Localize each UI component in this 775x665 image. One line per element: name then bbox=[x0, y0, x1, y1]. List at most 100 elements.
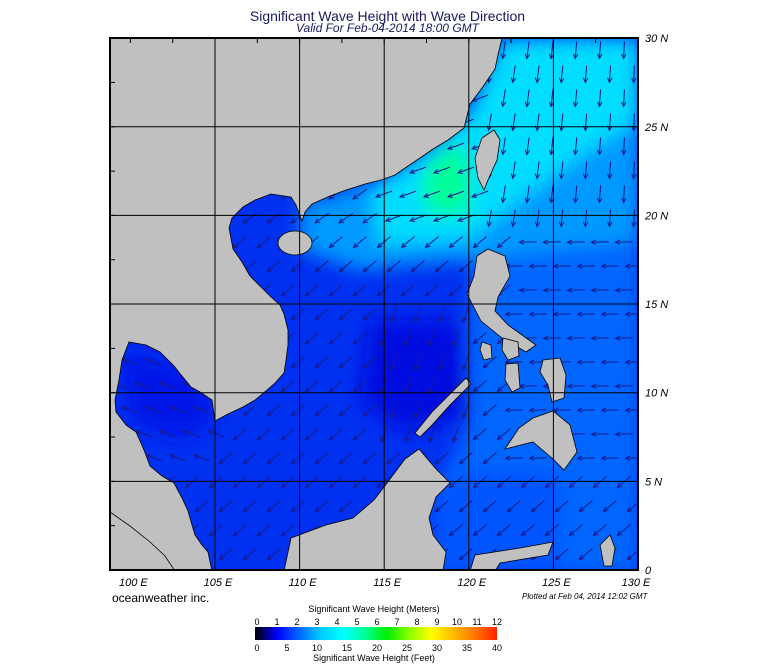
wave-arrow bbox=[390, 353, 398, 372]
wave-arrow bbox=[314, 260, 329, 273]
wave-arrow bbox=[338, 260, 353, 273]
wave-arrow bbox=[482, 452, 497, 465]
wave-arrow bbox=[328, 332, 343, 345]
wave-arrow bbox=[256, 428, 271, 441]
wave-arrow bbox=[576, 455, 595, 461]
wave-arrow bbox=[242, 452, 257, 465]
plotted-timestamp: Plotted at Feb 04, 2014 12:02 GMT bbox=[522, 592, 648, 601]
wave-arrow bbox=[448, 284, 463, 297]
colorbar-meter-label: 11 bbox=[472, 617, 481, 627]
wave-arrow bbox=[182, 430, 201, 438]
wave-arrow bbox=[408, 166, 427, 174]
lon-label: 115 E bbox=[373, 577, 402, 589]
wave-arrow bbox=[168, 406, 187, 414]
wave-arrow bbox=[534, 209, 541, 228]
wave-arrow bbox=[462, 353, 470, 372]
wave-arrow bbox=[256, 476, 271, 489]
wave-arrow bbox=[304, 284, 319, 297]
wave-arrow bbox=[472, 380, 487, 393]
wave-arrow bbox=[554, 548, 569, 561]
wave-arrow bbox=[452, 329, 460, 348]
wave-arrow bbox=[558, 209, 565, 228]
wave-arrow bbox=[168, 454, 187, 462]
wave-arrow bbox=[266, 212, 282, 224]
wave-arrow bbox=[384, 214, 403, 222]
wave-arrow bbox=[158, 430, 177, 438]
wave-arrow bbox=[504, 311, 523, 317]
wave-arrow bbox=[626, 501, 638, 513]
wave-arrow bbox=[566, 239, 585, 245]
wave-arrow bbox=[500, 41, 506, 60]
colorbar-feet-ticks: 0 5 10 15 20 25 30 35 40 bbox=[254, 643, 502, 653]
wave-arrow bbox=[590, 287, 609, 293]
wave-arrow bbox=[386, 452, 401, 465]
colorbar-meter-label: 7 bbox=[394, 617, 399, 627]
wave-arrow bbox=[314, 212, 330, 224]
lon-label: 125 E bbox=[542, 577, 571, 589]
wave-arrow bbox=[206, 430, 225, 438]
wave-arrow bbox=[144, 406, 163, 414]
wave-arrow bbox=[524, 137, 531, 156]
wave-arrow bbox=[607, 161, 613, 180]
wave-arrow bbox=[590, 239, 609, 245]
wave-arrow bbox=[534, 65, 541, 84]
wave-arrow bbox=[518, 287, 537, 293]
colorbar-feet-label: 5 bbox=[284, 643, 289, 653]
wave-arrow bbox=[290, 452, 305, 465]
wave-arrow bbox=[266, 452, 281, 465]
colorbar-feet-label: 30 bbox=[432, 643, 442, 653]
wave-arrow bbox=[404, 329, 412, 348]
wave-arrow bbox=[500, 185, 506, 204]
colorbar-feet-label: 20 bbox=[372, 643, 382, 653]
wave-arrow bbox=[624, 359, 638, 365]
wave-arrow bbox=[404, 377, 412, 396]
wave-arrow bbox=[624, 407, 638, 413]
colorbar-meter-label: 0 bbox=[254, 617, 259, 627]
wave-arrow bbox=[566, 287, 585, 293]
wave-arrow bbox=[184, 476, 199, 489]
lon-label: 130 E bbox=[622, 577, 651, 589]
land-luzon bbox=[466, 248, 537, 353]
colorbar-meter-label: 6 bbox=[374, 617, 379, 627]
wave-arrow bbox=[266, 500, 281, 513]
wave-arrow bbox=[290, 356, 305, 369]
wave-arrow bbox=[304, 428, 319, 441]
wave-arrow bbox=[352, 284, 367, 297]
colorbar-feet-label: 15 bbox=[342, 643, 352, 653]
wave-arrow bbox=[504, 455, 523, 461]
wave-arrow bbox=[568, 476, 583, 489]
wave-arrow bbox=[208, 524, 223, 537]
wave-arrow bbox=[414, 305, 422, 324]
wave-arrow bbox=[448, 524, 463, 537]
wave-arrow bbox=[448, 476, 463, 489]
wave-arrow bbox=[362, 356, 377, 369]
wave-zone-se bbox=[430, 470, 560, 570]
wave-arrow bbox=[432, 166, 451, 174]
wave-arrow bbox=[578, 548, 593, 561]
wave-arrow bbox=[614, 239, 633, 245]
wave-arrow bbox=[597, 89, 603, 108]
wave-arrow bbox=[256, 524, 271, 537]
wave-arrow bbox=[482, 500, 497, 513]
land-mindoro bbox=[479, 341, 493, 361]
wave-arrow bbox=[144, 358, 163, 366]
wave-arrow bbox=[631, 65, 637, 84]
lon-label: 120 E bbox=[457, 577, 486, 589]
wave-arrow bbox=[614, 287, 633, 293]
wave-arrow bbox=[621, 41, 627, 60]
wave-arrow bbox=[266, 404, 281, 417]
wave-arrow bbox=[554, 500, 569, 513]
wave-arrow bbox=[631, 113, 637, 132]
wave-arrow bbox=[600, 407, 619, 413]
land-negros bbox=[504, 362, 521, 393]
wave-arrow bbox=[621, 185, 627, 204]
wave-arrow bbox=[631, 209, 637, 228]
wave-arrow bbox=[600, 359, 619, 365]
land-hainan bbox=[277, 230, 313, 256]
wave-arrow bbox=[496, 476, 511, 489]
wave-arrow bbox=[600, 311, 619, 317]
wave-arrow bbox=[414, 353, 422, 372]
wave-arrow bbox=[496, 428, 511, 441]
wave-arrow bbox=[242, 404, 257, 417]
